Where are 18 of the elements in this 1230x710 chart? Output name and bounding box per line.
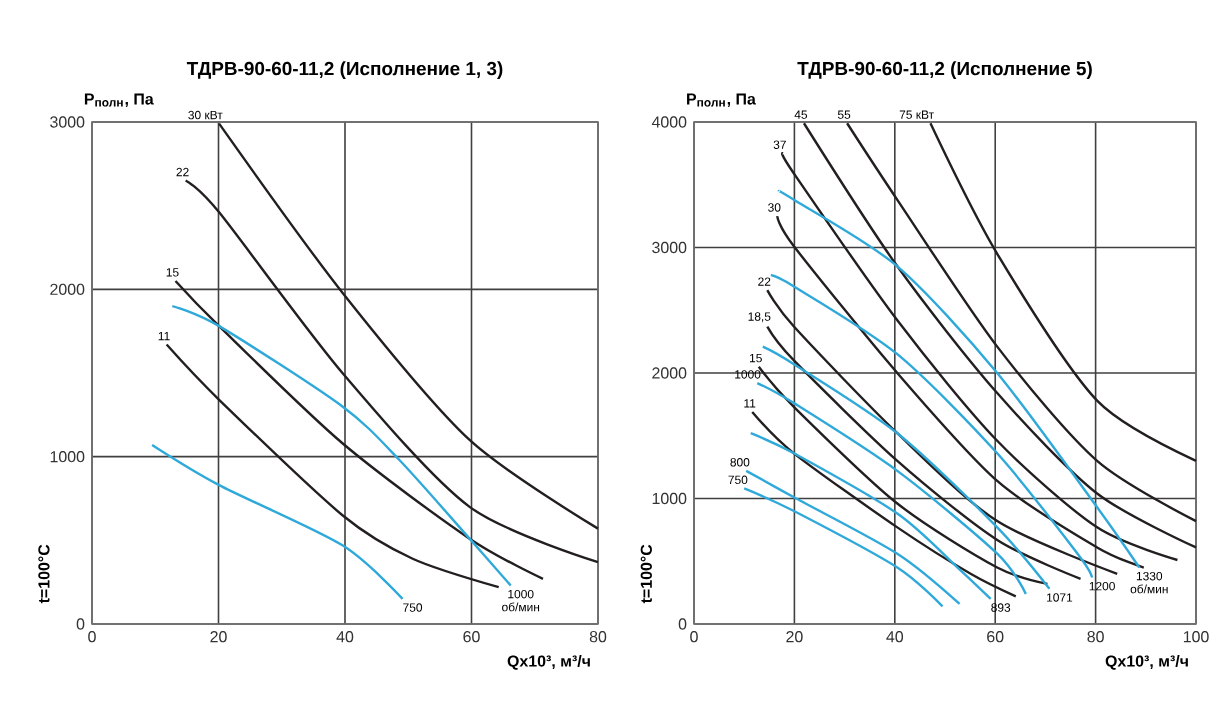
line-series [150,443,404,601]
line-series [845,122,1198,523]
line-series [929,122,1198,463]
line-series [751,410,1017,598]
line-series [165,343,500,589]
line-series [749,432,992,601]
line-series [217,122,600,530]
line-series [756,381,1028,596]
chart-title: ТДРВ-90-60-11,2 (Исполнение 1, 3) [186,61,503,80]
line-series [171,304,512,587]
line-series [766,325,1082,581]
line-series [184,179,600,564]
line-series [802,122,1198,549]
line-series [781,152,1179,562]
line-series [743,487,944,608]
chart-title: ТДРВ-90-60-11,2 (Исполнение 5) [797,61,1092,80]
line-series [745,469,961,606]
line-series [174,279,545,581]
